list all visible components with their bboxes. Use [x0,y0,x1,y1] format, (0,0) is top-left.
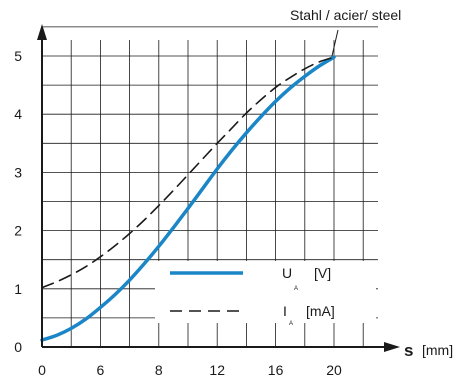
x-tick-label: 20 [326,362,342,378]
y-tick-label: 0 [14,339,22,355]
legend-sub-ia: A [289,321,293,327]
y-tick-label: 4 [14,106,22,122]
y-tick-label: 1 [14,281,22,297]
legend-box [155,261,376,323]
x-axis-unit: [mm] [422,342,453,358]
x-tick-label: 0 [38,362,46,378]
annotation-leader [331,29,339,57]
x-axis-arrow [384,342,400,352]
legend: U A [V] I A [mA] [170,265,335,327]
y-axis-arrow [37,24,47,40]
legend-unit-ia: [mA] [306,303,335,319]
y-tick-label: 5 [14,48,22,64]
series-line-ua [40,55,336,342]
series-line-ia [41,56,335,289]
legend-unit-ua: [V] [314,265,331,281]
steel-annotation: Stahl / acier/ steel [290,7,401,23]
legend-name-ua: U [282,265,292,281]
legend-sub-ua: A [294,286,298,292]
y-tick-label: 2 [14,223,22,239]
x-tick-label: 8 [155,362,163,378]
x-axis-label: s [404,341,413,360]
x-tick-label: 16 [268,362,284,378]
x-tick-label: 6 [97,362,105,378]
legend-name-ia: I [283,303,287,319]
x-tick-label: 12 [209,362,225,378]
y-tick-label: 3 [14,164,22,180]
curves [40,55,336,342]
